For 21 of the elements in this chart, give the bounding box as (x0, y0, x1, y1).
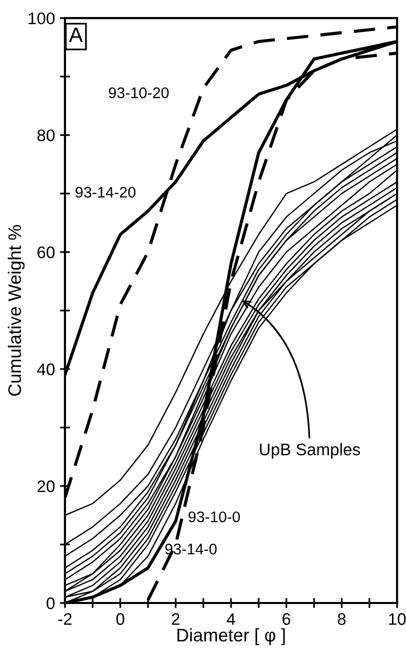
y-tick-label: 100 (28, 12, 55, 24)
x-tick-label: 2 (172, 613, 180, 625)
series-label: 93-10-20 (108, 87, 169, 98)
x-tick-label: 6 (282, 613, 290, 625)
y-tick-label: 60 (38, 246, 55, 258)
series-label: 93-14-0 (165, 544, 217, 554)
x-tick-label: 8 (338, 613, 346, 625)
x-tick-label: 10 (389, 613, 406, 625)
x-tick-label: 0 (116, 613, 124, 625)
annotation: UpB Samples (260, 443, 360, 459)
x-tick-label: -2 (58, 613, 72, 625)
series-label: 93-10-0 (188, 511, 240, 522)
annotation: A (68, 28, 83, 42)
y-tick-label: 80 (37, 129, 55, 142)
y-axis-title: Cumulative Weight % (8, 225, 25, 396)
series-label: 93-14-20 (76, 186, 136, 198)
x-tick-label: 4 (226, 613, 236, 625)
y-tick-label: 0 (46, 597, 55, 610)
x-axis-title: Diameter [ φ ] (177, 628, 285, 646)
y-tick-label: 20 (38, 480, 55, 492)
y-tick-label: 40 (37, 363, 55, 376)
